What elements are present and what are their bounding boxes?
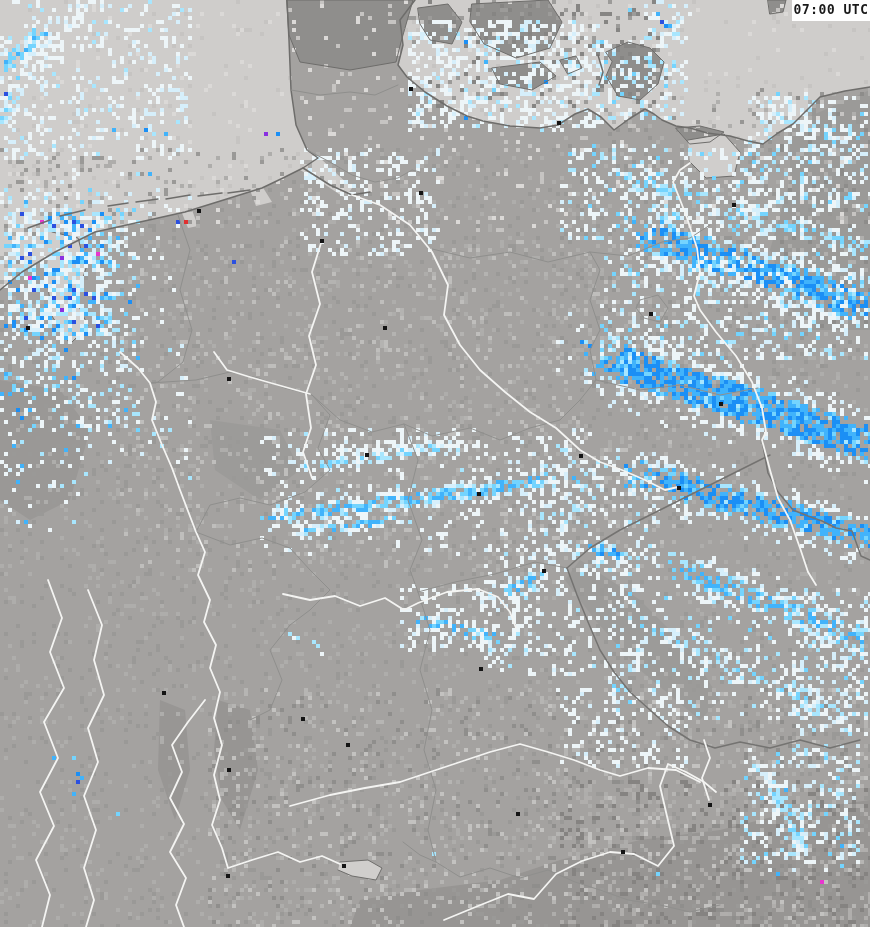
timestamp-badge: 07:00 UTC	[792, 0, 870, 21]
timestamp-label: 07:00 UTC	[793, 3, 869, 18]
